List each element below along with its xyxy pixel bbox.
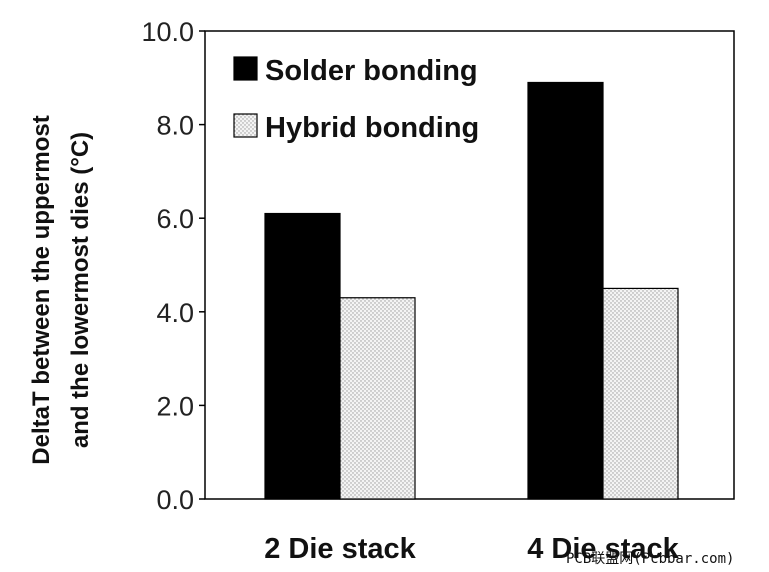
y-tick-label: 4.0: [156, 298, 194, 328]
y-tick-label: 6.0: [156, 204, 194, 234]
bar-solder-1: [264, 212, 341, 500]
bars: [264, 81, 679, 500]
legend-swatch-solder: [233, 56, 258, 81]
legend-swatch-hybrid: [233, 113, 258, 138]
bar-hybrid-1: [339, 297, 416, 500]
y-tick-label: 10.0: [141, 17, 194, 47]
y-tick-label: 2.0: [156, 391, 194, 421]
watermark-text: PCB联盟网(Pcbbar.com): [566, 551, 735, 567]
legend: Solder bonding Hybrid bonding: [233, 55, 479, 144]
plot-area-frame: [204, 30, 735, 500]
bar-solder-2: [527, 81, 604, 500]
y-tick-label: 8.0: [156, 111, 194, 141]
y-axis-title: DeltaT between the uppermost and the lowe…: [28, 115, 94, 464]
x-axis: 2 Die stack 4 Die stack: [264, 533, 679, 565]
y-axis-title-line: DeltaT between the uppermost: [28, 115, 55, 464]
legend-label-hybrid: Hybrid bonding: [265, 112, 479, 144]
legend-label-solder: Solder bonding: [265, 55, 478, 87]
x-category-label: 4 Die stack: [527, 533, 679, 565]
y-axis-title-line: and the lowermost dies (°C): [67, 132, 94, 448]
bar-hybrid-2: [602, 287, 679, 500]
y-tick-label: 0.0: [156, 485, 194, 515]
x-category-label: 2 Die stack: [264, 533, 416, 565]
y-axis: 0.0 2.0 4.0 6.0 8.0 10.0: [141, 17, 205, 515]
